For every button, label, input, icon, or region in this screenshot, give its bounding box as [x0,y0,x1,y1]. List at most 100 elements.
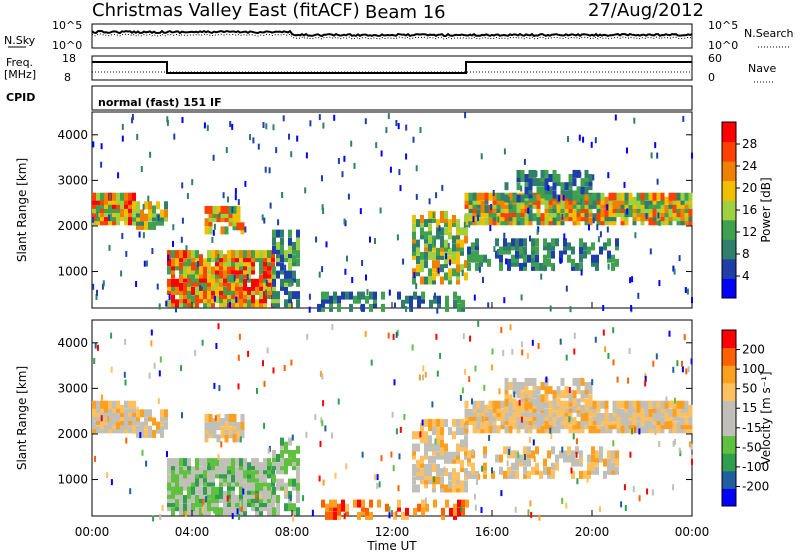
heatmap-cell [511,238,515,247]
heatmap-cell [325,503,329,512]
heatmap-cell [664,400,669,409]
heatmap-cell [124,425,128,434]
heatmap-cell [471,462,475,471]
y-tick-label: 1000 [57,473,88,487]
heatmap-cell [464,272,468,281]
heatmap-cell [243,295,247,304]
heatmap-cell [231,503,235,512]
heatmap-cell [104,200,108,209]
heatmap-cell [357,295,361,304]
heatmap-cell [579,450,583,459]
heatmap-cell [292,462,296,471]
heatmap-cell [604,213,609,222]
heatmap-cell [116,404,120,413]
nsky-label: N.Sky [4,34,36,47]
heatmap-cell [92,408,96,417]
heatmap-cell [528,186,533,195]
heatmap-cell [536,213,541,222]
colorbar-swatch [722,330,736,349]
heatmap-cell [136,221,140,230]
heatmap-cell [552,169,557,178]
heatmap-cell [379,207,382,214]
heatmap-cell [175,250,179,259]
heatmap-cell [183,250,187,259]
heatmap-cell [175,299,179,308]
heatmap-cell [199,490,203,499]
heatmap-cell [561,497,564,504]
heatmap-cell [227,478,231,487]
heatmap-cell [131,114,134,120]
heatmap-cell [548,408,553,417]
colorbar-swatch [722,141,736,162]
heatmap-cell [660,205,665,213]
heatmap-cell [227,258,231,267]
heatmap-cell [475,238,479,247]
heatmap-cell [325,291,329,300]
heatmap-cell [660,400,665,409]
heatmap-cell [136,409,140,418]
heatmap-cell [284,458,288,467]
heatmap-cell [296,258,300,267]
heatmap-cell [596,421,601,430]
heatmap-cell [380,455,383,462]
heatmap-cell [552,413,557,421]
heatmap-cell [223,254,227,263]
heatmap-cell [369,303,373,312]
heatmap-cell [157,398,160,405]
heatmap-cell [552,182,557,191]
heatmap-cell [672,200,677,209]
heatmap-cell [440,427,444,436]
heatmap-cell [591,379,594,386]
heatmap-cell [224,226,229,235]
heatmap-cell [516,400,521,409]
heatmap-cell [271,287,275,295]
heatmap-cell [144,409,148,418]
heatmap-cell [228,214,233,223]
heatmap-cell [624,192,629,201]
heatmap-cell [488,413,493,421]
heatmap-cell [632,200,637,209]
heatmap-cell [171,258,175,267]
heatmap-cell [263,282,267,291]
heatmap-cell [247,287,251,295]
heatmap-cell [540,425,545,434]
heatmap-cell [516,205,521,213]
heatmap-cell [195,486,199,495]
heatmap-cell [267,291,271,300]
heatmap-cell [568,390,573,399]
heatmap-cell [183,458,187,467]
heatmap-cell [602,329,605,336]
heatmap-cell [208,426,213,435]
heatmap-cell [240,413,245,422]
x-tick-label: 04:00 [175,525,210,539]
heatmap-cell [171,490,175,499]
heatmap-cell [428,276,432,285]
heatmap-cell [560,413,565,421]
heatmap-cell [239,490,243,499]
heatmap-cell [251,470,255,479]
heatmap-cell [680,192,685,201]
heatmap-cell [108,417,112,426]
heatmap-cell [424,443,428,452]
heatmap-cell [420,427,424,436]
heatmap-cell [224,413,229,422]
heatmap-cell [247,258,251,267]
heatmap-cell [531,262,535,271]
heatmap-cell [259,499,263,508]
heatmap-cell [552,174,557,182]
heatmap-cell [128,213,132,222]
heatmap-cell [195,266,199,275]
heatmap-cell [660,408,665,417]
heatmap-cell [484,217,489,226]
heatmap-cell [524,190,529,199]
heatmap-cell [199,507,203,516]
heatmap-cell [199,266,203,275]
heatmap-cell [207,478,211,487]
heatmap-cell [207,507,211,516]
heatmap-cell [507,196,510,203]
heatmap-cell [337,295,341,304]
heatmap-cell [112,200,116,209]
heatmap-cell [591,242,595,251]
nsky-panel [91,23,693,49]
heatmap-cell [680,408,685,417]
